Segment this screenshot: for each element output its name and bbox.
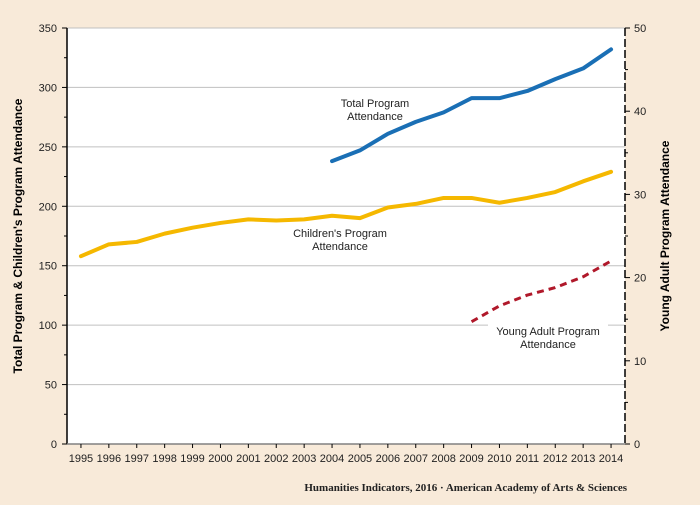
- series-label: Attendance: [520, 339, 576, 351]
- y-tick-label: 150: [39, 261, 57, 273]
- x-tick-label: 1997: [125, 453, 149, 465]
- x-tick-label: 2006: [376, 453, 400, 465]
- series-lines: [78, 47, 614, 324]
- y-tick-label: 200: [39, 201, 57, 213]
- series-label: Young Adult Program: [496, 326, 600, 338]
- series-label: Total Program: [341, 98, 409, 110]
- x-tick-label: 2002: [264, 453, 288, 465]
- series-label: Attendance: [312, 241, 368, 253]
- x-tick-label: 1998: [152, 453, 176, 465]
- x-tick-label: 2001: [236, 453, 260, 465]
- y2-tick-label: 20: [634, 273, 646, 285]
- x-tick-label: 2013: [571, 453, 595, 465]
- series-line-young-adult-program-attendance: [470, 259, 612, 324]
- y-tick-label: 350: [39, 23, 57, 35]
- x-tick-label: 2008: [431, 453, 455, 465]
- x-tick-label: 1995: [69, 453, 93, 465]
- y-tick-label: 100: [39, 320, 57, 332]
- series-label-background: [488, 323, 608, 353]
- x-tick-label: 2005: [348, 453, 372, 465]
- y2-tick-label: 40: [634, 106, 646, 118]
- y-tick-label: 250: [39, 142, 57, 154]
- x-tick-label: 1999: [180, 453, 204, 465]
- series-line-children-s-program-attendance: [78, 169, 614, 259]
- y-tick-label: 0: [51, 439, 57, 451]
- source-credit: Humanities Indicators, 2016 · American A…: [304, 482, 627, 494]
- axes: 0 50 100 150 200 250 300 350 0 10 20 30 40 50 1995 1996…: [39, 23, 647, 465]
- y2-tick-label: 10: [634, 356, 646, 368]
- x-tick-label: 2009: [459, 453, 483, 465]
- series-label: Attendance: [347, 111, 403, 123]
- y2-tick-label: 50: [634, 23, 646, 35]
- y2-tick-label: 0: [634, 439, 640, 451]
- series-line-total-program-attendance: [330, 47, 614, 164]
- y2-axis-title: Young Adult Program Attendance: [658, 140, 672, 331]
- y-tick-label: 50: [45, 380, 57, 392]
- y-axis-title: Total Program & Children's Program Atten…: [11, 98, 25, 373]
- y2-tick-label: 30: [634, 189, 646, 201]
- x-tick-label: 2000: [208, 453, 232, 465]
- x-tick-label: 2011: [516, 453, 540, 465]
- y-tick-label: 300: [39, 82, 57, 94]
- x-tick-label: 2014: [599, 453, 623, 465]
- x-tick-label: 2007: [404, 453, 428, 465]
- series-label: Children's Program: [293, 228, 387, 240]
- x-tick-label: 1996: [97, 453, 121, 465]
- x-tick-label: 2012: [543, 453, 567, 465]
- x-tick-label: 2010: [487, 453, 511, 465]
- x-tick-label: 2004: [320, 453, 344, 465]
- x-tick-label: 2003: [292, 453, 316, 465]
